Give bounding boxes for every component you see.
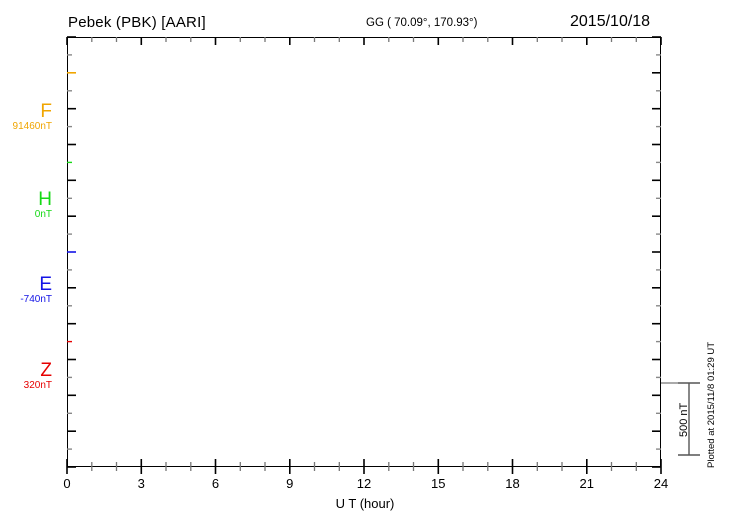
x-tick-label: 21 (579, 476, 594, 491)
plot-frame (67, 37, 661, 467)
component-baseline-z: 320nT (23, 380, 52, 391)
station-title: Pebek (PBK) [AARI] (68, 14, 206, 31)
x-tick-label: 24 (653, 476, 669, 491)
axis-label-z: Z 320nT (24, 361, 52, 392)
scale-bar (678, 382, 700, 456)
component-baseline-f: 91460nT (12, 121, 52, 132)
scale-bar-label: 500 nT (678, 402, 690, 438)
geographic-coordinates: GG ( 70.09°, 170.93°) (366, 17, 478, 29)
axis-label-h: H 0nT (35, 190, 52, 221)
component-letter-h: H (38, 189, 52, 210)
axis-label-e: E -740nT (20, 275, 52, 306)
axis-label-f: F 91460nT (13, 102, 52, 133)
x-axis-title: U T (hour) (335, 496, 395, 511)
component-letter-z: Z (40, 360, 52, 381)
magnetogram-plot (67, 37, 661, 467)
x-tick-label: 6 (211, 476, 220, 491)
x-tick-label: 15 (431, 476, 446, 491)
x-tick-label: 0 (63, 476, 71, 491)
x-tick-label: 18 (505, 476, 520, 491)
component-letter-e: E (39, 274, 52, 295)
x-tick-label: 3 (137, 476, 145, 491)
component-baseline-h: 0nT (34, 209, 52, 220)
plotted-timestamp: Plotted at 2015/11/8 01:29 UT (706, 341, 717, 468)
component-baseline-e: -740nT (20, 294, 52, 305)
x-tick-label: 9 (286, 476, 294, 491)
x-tick-label: 12 (356, 476, 372, 491)
observation-date: 2015/10/18 (570, 13, 651, 30)
component-letter-f: F (40, 101, 52, 122)
